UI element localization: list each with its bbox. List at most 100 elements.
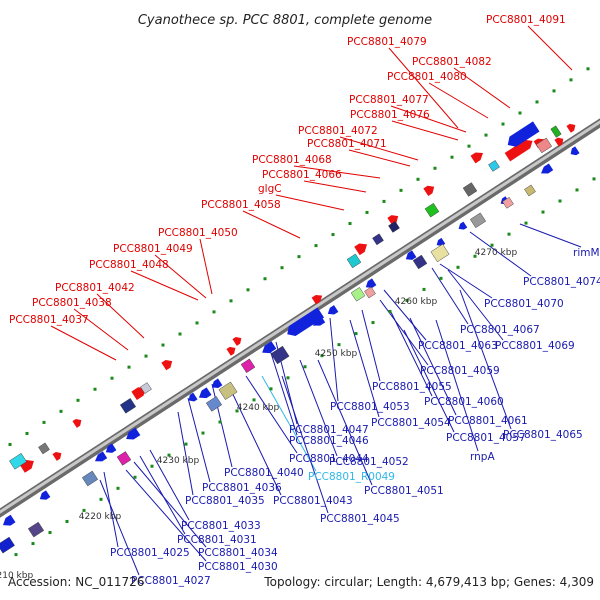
leader-line bbox=[453, 67, 511, 109]
svg-text:PCC8801_4045: PCC8801_4045 bbox=[320, 513, 400, 525]
leader-line bbox=[199, 238, 213, 295]
gene-label[interactable]: PCC8801_4063 bbox=[418, 340, 498, 352]
svg-text:PCC8801_4025: PCC8801_4025 bbox=[110, 547, 190, 559]
svg-text:PCC8801_4053: PCC8801_4053 bbox=[330, 401, 410, 413]
gene-feature bbox=[412, 254, 428, 270]
gene-feature bbox=[262, 341, 277, 354]
gene-feature bbox=[354, 243, 368, 256]
gene-label[interactable]: PCC8801_4045 bbox=[320, 513, 400, 525]
gene-label[interactable]: PCC8801_4058 bbox=[201, 199, 281, 211]
gene-label[interactable]: PCC8801_4076 bbox=[350, 109, 430, 121]
gene-label[interactable]: PCC8801_4066 bbox=[262, 169, 342, 181]
leader-line bbox=[428, 82, 489, 119]
gene-label[interactable]: PCC8801_4059 bbox=[420, 365, 500, 377]
gene-label[interactable]: PCC8801_4055 bbox=[372, 381, 452, 393]
gene-feature bbox=[524, 184, 536, 197]
tick-dot bbox=[110, 376, 114, 380]
leader-line bbox=[133, 461, 207, 548]
gene-label[interactable]: PCC8801_4048 bbox=[89, 259, 169, 271]
gene-label[interactable]: PCC8801_4054 bbox=[371, 417, 451, 429]
gene-label[interactable]: PCC8801_4052 bbox=[329, 456, 409, 468]
gene-label[interactable]: PCC8801_4043 bbox=[273, 495, 353, 507]
gene-label[interactable]: PCC8801_4080 bbox=[387, 71, 467, 83]
gene-label[interactable]: PCC8801_4037 bbox=[9, 314, 89, 326]
gene-label[interactable]: glgC bbox=[258, 183, 282, 195]
svg-text:PCC8801_4065: PCC8801_4065 bbox=[503, 429, 583, 441]
gene-label[interactable]: rimM bbox=[573, 247, 600, 259]
gene-label[interactable]: PCC8801_4072 bbox=[298, 125, 378, 137]
tick-dot bbox=[473, 254, 477, 258]
gene-label[interactable]: PCC8801_4047 bbox=[289, 424, 369, 436]
gene-label[interactable]: PCC8801_4030 bbox=[198, 561, 278, 573]
gene-label[interactable]: PCC8801_4071 bbox=[307, 138, 387, 150]
tick-dot bbox=[416, 177, 420, 181]
leader-line bbox=[187, 397, 211, 483]
gene-label[interactable]: PCC8801_4034 bbox=[198, 547, 278, 559]
svg-text:PCC8801_4058: PCC8801_4058 bbox=[201, 199, 281, 211]
gene-label[interactable]: PCC8801_4042 bbox=[55, 282, 135, 294]
leader-line bbox=[149, 449, 190, 521]
gene-label[interactable]: PCC8801_4060 bbox=[424, 396, 504, 408]
svg-text:PCC8801_4059: PCC8801_4059 bbox=[420, 365, 500, 377]
tick-dot bbox=[456, 265, 460, 269]
gene-label[interactable]: PCC8801_4069 bbox=[495, 340, 575, 352]
svg-text:PCC8801_4072: PCC8801_4072 bbox=[298, 125, 378, 137]
leader-line bbox=[154, 254, 207, 299]
svg-text:rimM: rimM bbox=[573, 247, 600, 259]
gene-label[interactable]: PCC8801_4033 bbox=[181, 520, 261, 532]
leader-line bbox=[177, 411, 194, 496]
gene-label[interactable]: PCC8801_4049 bbox=[113, 243, 193, 255]
gene-label[interactable]: PCC8801_4036 bbox=[202, 482, 282, 494]
gene-label[interactable]: PCC8801_4046 bbox=[289, 435, 369, 447]
gene-label[interactable]: PCC8801_4025 bbox=[110, 547, 190, 559]
gene-label[interactable]: PCC8801_4053 bbox=[330, 401, 410, 413]
gene-label[interactable]: PCC8801_4065 bbox=[503, 429, 583, 441]
svg-text:PCC8801_4063: PCC8801_4063 bbox=[418, 340, 498, 352]
gene-label[interactable]: PCC8801_4051 bbox=[364, 485, 444, 497]
gene-label[interactable]: PCC8801_4077 bbox=[349, 94, 429, 106]
gene-label[interactable]: PCC8801_4044 bbox=[289, 453, 369, 465]
gene-label[interactable]: PCC8801_4057 bbox=[446, 432, 526, 444]
tick-dot bbox=[127, 365, 131, 369]
svg-text:PCC8801_4038: PCC8801_4038 bbox=[32, 297, 112, 309]
svg-text:PCC8801_R0049: PCC8801_R0049 bbox=[308, 471, 395, 483]
tick-dot bbox=[116, 486, 120, 490]
tick-dot bbox=[82, 508, 86, 512]
gene-label[interactable]: PCC8801_4079 bbox=[347, 36, 427, 48]
gene-label[interactable]: PCC8801_4035 bbox=[185, 495, 265, 507]
svg-text:PCC8801_4071: PCC8801_4071 bbox=[307, 138, 387, 150]
gene-feature bbox=[470, 152, 484, 164]
tick-dot bbox=[297, 255, 301, 259]
tick-dot bbox=[263, 277, 267, 281]
tick-dot bbox=[320, 354, 324, 358]
tick-dot bbox=[93, 387, 97, 391]
tick-dot bbox=[246, 288, 250, 292]
gene-label[interactable]: PCC8801_4068 bbox=[252, 154, 332, 166]
svg-text:PCC8801_4066: PCC8801_4066 bbox=[262, 169, 342, 181]
tick-dot bbox=[167, 453, 171, 457]
gene-label[interactable]: PCC8801_4082 bbox=[412, 56, 492, 68]
tick-dot bbox=[48, 531, 52, 534]
gene-label[interactable]: PCC8801_4070 bbox=[484, 298, 564, 310]
leader-line bbox=[96, 293, 145, 339]
gene-label[interactable]: PCC8801_4074 bbox=[523, 276, 600, 288]
svg-text:PCC8801_4061: PCC8801_4061 bbox=[448, 415, 528, 427]
gene-feature bbox=[350, 287, 366, 302]
gene-label[interactable]: rnpA bbox=[470, 451, 495, 463]
gene-label[interactable]: PCC8801_R0049 bbox=[308, 471, 395, 483]
gene-label[interactable]: PCC8801_4061 bbox=[448, 415, 528, 427]
gene-label[interactable]: PCC8801_4027 bbox=[131, 575, 211, 587]
gene-label[interactable]: PCC8801_4050 bbox=[158, 227, 238, 239]
leader-line bbox=[447, 269, 504, 341]
tick-dot bbox=[8, 443, 12, 446]
gene-label[interactable]: PCC8801_4040 bbox=[224, 467, 304, 479]
gene-label[interactable]: PCC8801_4091 bbox=[486, 14, 566, 26]
gene-label[interactable]: PCC8801_4031 bbox=[177, 534, 257, 546]
gene-label[interactable]: PCC8801_4038 bbox=[32, 297, 112, 309]
gene-feature bbox=[346, 253, 362, 269]
gene-label[interactable]: PCC8801_4067 bbox=[460, 324, 540, 336]
tick-dot bbox=[269, 387, 273, 391]
gene-labels: PCC8801_4091 PCC8801_4079 PCC8801_4082 PCC8… bbox=[9, 14, 600, 587]
tick-dot bbox=[133, 475, 137, 479]
